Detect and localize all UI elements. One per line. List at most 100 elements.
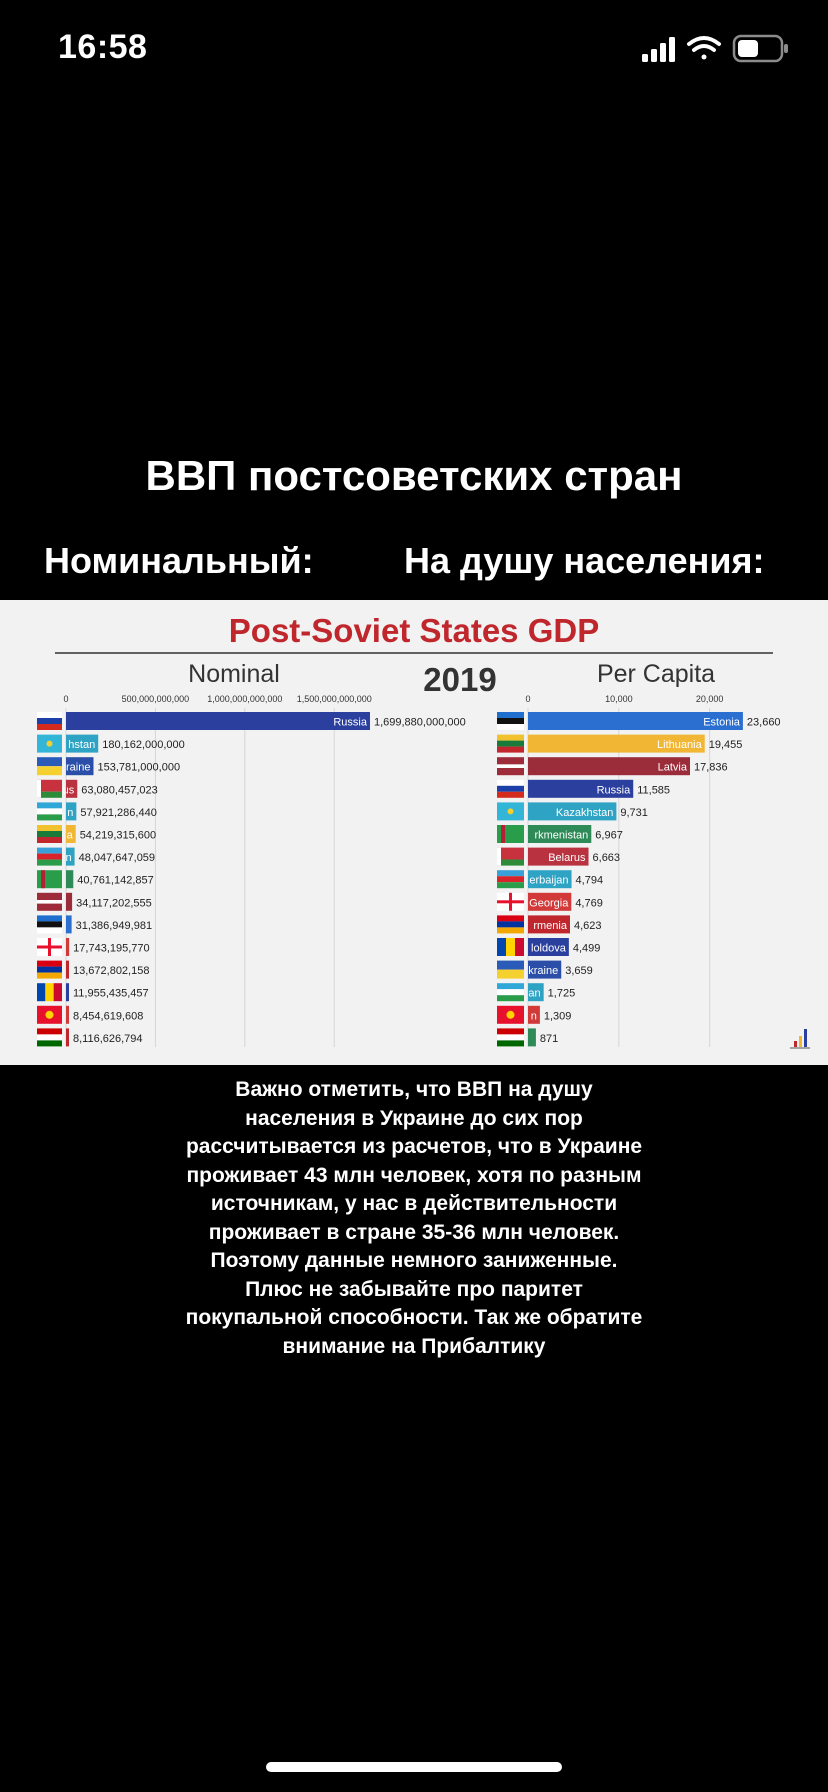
per-capita-panel: 0 10,000 20,000 Estonia 23,660 Lithuania 19,45… bbox=[497, 694, 781, 1047]
tick-label: 0 bbox=[63, 694, 68, 704]
signal-icon bbox=[642, 37, 675, 62]
status-bar: 16:58 bbox=[0, 0, 828, 100]
value-label: 23,660 bbox=[747, 717, 781, 729]
status-time: 16:58 bbox=[58, 28, 148, 66]
bar bbox=[528, 1028, 536, 1047]
bar-label: a bbox=[67, 830, 74, 842]
bar-label: Belarus bbox=[548, 852, 586, 864]
value-label: 180,162,000,000 bbox=[102, 739, 185, 751]
caption-line: проживает 43 млн человек, хотя по разным bbox=[186, 1163, 642, 1187]
caption-line: покупальной способности. Так же обратите bbox=[185, 1306, 643, 1329]
flag-kyrgyzstan-icon bbox=[37, 1005, 62, 1024]
caption-line: населения в Украине до сих пор bbox=[245, 1106, 583, 1130]
caption-line: внимание на Прибалтику bbox=[282, 1334, 546, 1358]
value-label: 11,585 bbox=[637, 784, 670, 796]
value-label: 153,781,000,000 bbox=[97, 762, 180, 774]
flag-moldova-icon bbox=[497, 938, 524, 956]
bar-label: Latvia bbox=[658, 762, 688, 774]
tick-label: 1,000,000,000,000 bbox=[207, 694, 282, 704]
bar bbox=[528, 847, 589, 866]
nominal-panel: 0 500,000,000,000 1,000,000,000,000 1,500,0… bbox=[37, 694, 466, 1047]
value-label: 63,080,457,023 bbox=[81, 784, 157, 796]
bar bbox=[528, 757, 691, 776]
bar bbox=[66, 1028, 69, 1047]
flag-russia-icon bbox=[37, 712, 62, 730]
bar-label: Kazakhstan bbox=[556, 807, 613, 819]
chart-title: Post-Soviet States GDP bbox=[229, 612, 599, 649]
bar bbox=[66, 870, 74, 889]
flag-kyrgyzstan-icon bbox=[497, 1005, 524, 1024]
battery-icon bbox=[732, 34, 788, 63]
bar-label: rmenia bbox=[533, 920, 568, 932]
bar bbox=[528, 915, 570, 934]
status-icons bbox=[642, 34, 788, 63]
value-label: 8,454,619,608 bbox=[73, 1010, 143, 1022]
year-label: 2019 bbox=[423, 661, 496, 698]
bar bbox=[66, 1005, 69, 1024]
value-label: 13,672,802,158 bbox=[73, 965, 149, 977]
bar bbox=[528, 1005, 540, 1024]
value-label: 4,794 bbox=[576, 875, 604, 887]
value-label: 9,731 bbox=[620, 807, 648, 819]
bar bbox=[66, 960, 69, 979]
caption-text: Важно отметить, что ВВП на душу населения… bbox=[140, 1076, 688, 1361]
value-label: 1,725 bbox=[548, 988, 576, 1000]
value-label: 4,499 bbox=[573, 943, 601, 955]
bar bbox=[66, 983, 69, 1002]
value-label: 871 bbox=[540, 1033, 558, 1045]
bar-label: hstan bbox=[68, 739, 95, 751]
headline: ВВП постсоветских стран bbox=[145, 452, 683, 499]
subtitle-nominal: Nominal bbox=[188, 660, 280, 688]
bar bbox=[66, 779, 78, 798]
flag-lithuania-icon bbox=[497, 734, 524, 753]
subheading-nominal: Номинальный: bbox=[44, 540, 314, 581]
flag-uzbekistan-icon bbox=[497, 983, 524, 1002]
flag-tajikistan-icon bbox=[497, 1028, 524, 1047]
bar bbox=[528, 870, 572, 889]
subtitle-per-capita: Per Capita bbox=[597, 660, 715, 688]
flag-turkmenistan-icon bbox=[37, 870, 62, 889]
bar bbox=[528, 712, 743, 730]
caption-line: Поэтому данные немного заниженные. bbox=[210, 1249, 618, 1272]
bar bbox=[66, 938, 70, 956]
tick-label: 0 bbox=[525, 694, 530, 704]
flag-uzbekistan-icon bbox=[37, 802, 62, 821]
value-label: 17,743,195,770 bbox=[73, 943, 149, 955]
flag-georgia-icon bbox=[497, 892, 524, 911]
value-label: 48,047,647,059 bbox=[79, 852, 155, 864]
bar-label: n bbox=[531, 1010, 537, 1022]
bar-label: Georgia bbox=[529, 897, 569, 909]
value-label: 19,455 bbox=[709, 739, 743, 751]
bar bbox=[66, 825, 76, 843]
flag-tajikistan-icon bbox=[37, 1028, 62, 1047]
value-label: 6,967 bbox=[595, 830, 623, 842]
bar-label: Russia bbox=[333, 717, 368, 729]
bar-label: us bbox=[63, 784, 75, 796]
tick-label: 20,000 bbox=[696, 694, 724, 704]
caption-line: Важно отметить, что ВВП на душу bbox=[235, 1078, 593, 1101]
value-label: 31,386,949,981 bbox=[76, 920, 152, 932]
bar-label: kraine bbox=[528, 965, 558, 977]
flag-azerbaijan-icon bbox=[497, 870, 524, 889]
bar bbox=[528, 802, 617, 821]
bar bbox=[528, 734, 705, 753]
bar bbox=[528, 825, 592, 843]
subheading-per-capita: На душу населения: bbox=[404, 540, 765, 581]
flag-turkmenistan-icon bbox=[497, 825, 524, 843]
bar bbox=[66, 757, 94, 776]
bar-label: loldova bbox=[531, 943, 567, 955]
bar-label: n bbox=[65, 852, 71, 864]
caption-line: рассчитывается из расчетов, что в Украин… bbox=[185, 1135, 643, 1158]
flag-russia-icon bbox=[497, 779, 524, 798]
flag-armenia-icon bbox=[37, 960, 62, 979]
flag-belarus-icon bbox=[497, 847, 524, 866]
home-indicator[interactable] bbox=[266, 1762, 562, 1772]
flag-kazakhstan-icon bbox=[497, 802, 524, 821]
flag-moldova-icon bbox=[37, 983, 62, 1002]
value-label: 6,663 bbox=[593, 852, 621, 864]
bar-label: Russia bbox=[597, 784, 632, 796]
flag-latvia-icon bbox=[497, 757, 524, 776]
value-label: 4,623 bbox=[574, 920, 602, 932]
value-label: 4,769 bbox=[575, 897, 603, 909]
gdp-chart: Post-Soviet States GDP Nominal 2019 Per … bbox=[37, 612, 810, 1049]
